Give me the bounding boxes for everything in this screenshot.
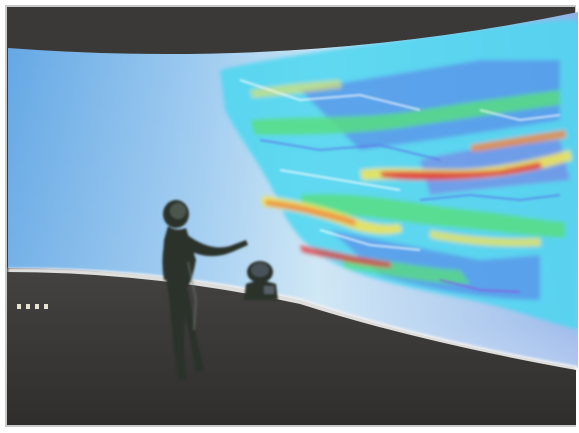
person-silhouette-icon	[162, 200, 248, 380]
floor-lights-icon	[17, 304, 48, 309]
seated-person-silhouette-icon	[244, 261, 278, 300]
ceiling	[7, 7, 575, 57]
floor	[7, 272, 576, 425]
data-visualization	[220, 19, 578, 331]
visualization-texture	[239, 79, 561, 293]
